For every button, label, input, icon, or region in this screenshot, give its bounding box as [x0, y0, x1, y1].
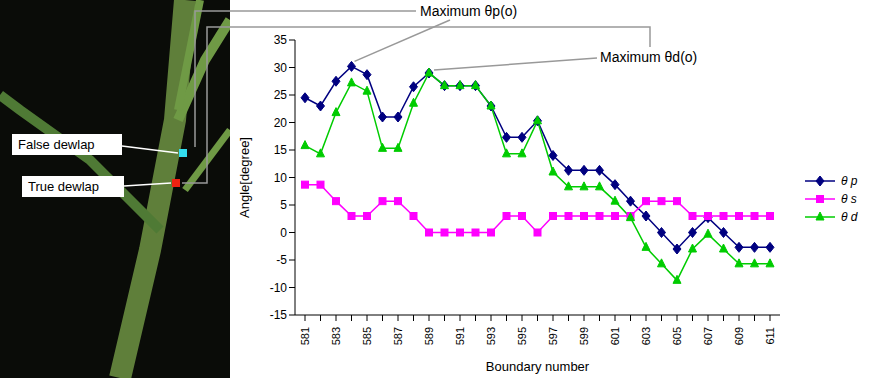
svg-text:-10: -10 [270, 281, 288, 295]
html-text:θ d: θ d [841, 210, 858, 224]
svg-text:593: 593 [485, 327, 497, 345]
svg-text:583: 583 [330, 327, 342, 345]
svg-text:589: 589 [423, 327, 435, 345]
svg-text:597: 597 [547, 327, 559, 345]
svg-text:0: 0 [280, 226, 287, 240]
svg-text:599: 599 [578, 327, 590, 345]
svg-text:603: 603 [640, 327, 652, 345]
svg-text:609: 609 [733, 327, 745, 345]
svg-text:587: 587 [392, 327, 404, 345]
html-text:θ s: θ s [841, 192, 857, 206]
svg-text:Maximum θd(o): Maximum θd(o) [600, 49, 697, 65]
svg-text:35: 35 [274, 33, 288, 47]
svg-text:611: 611 [764, 327, 776, 345]
svg-text:601: 601 [609, 327, 621, 345]
svg-text:20: 20 [274, 116, 288, 130]
svg-text:605: 605 [671, 327, 683, 345]
svg-text:30: 30 [274, 61, 288, 75]
svg-text:591: 591 [454, 327, 466, 345]
svg-text:Angle[degree]: Angle[degree] [237, 137, 252, 218]
svg-text:595: 595 [516, 327, 528, 345]
svg-text:Maximum θp(o): Maximum θp(o) [420, 3, 517, 19]
svg-text:Boundary number: Boundary number [486, 359, 590, 374]
html-text:θ p: θ p [841, 174, 858, 188]
svg-text:-5: -5 [276, 253, 287, 267]
svg-text:False dewlap: False dewlap [18, 137, 95, 152]
svg-text:585: 585 [361, 327, 373, 345]
svg-text:581: 581 [299, 327, 311, 345]
svg-text:15: 15 [274, 143, 288, 157]
svg-text:10: 10 [274, 171, 288, 185]
svg-text:607: 607 [702, 327, 714, 345]
svg-text:25: 25 [274, 88, 288, 102]
svg-text:True dewlap: True dewlap [28, 179, 99, 194]
svg-text:5: 5 [280, 198, 287, 212]
svg-text:-15: -15 [270, 308, 288, 322]
